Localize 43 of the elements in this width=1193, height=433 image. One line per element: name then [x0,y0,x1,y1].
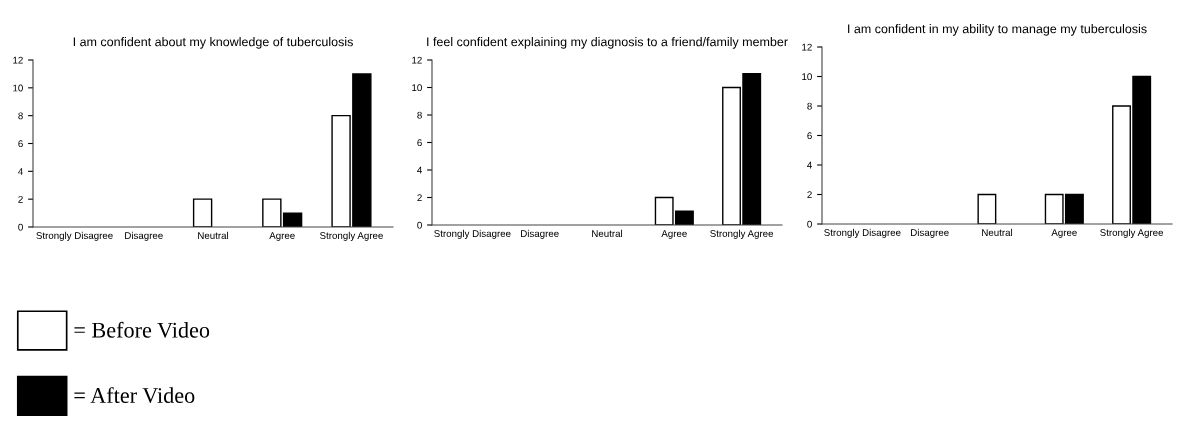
y-tick-label: 10 [13,84,23,92]
legend-label: = After Video [74,387,195,404]
x-tick-label: Strongly Agree [710,229,774,239]
y-tick-label: 0 [417,221,422,229]
bar [192,198,213,227]
y-tick-label: 8 [807,102,812,110]
x-tick-label: Neutral [982,228,1013,236]
y-tick-label: 6 [417,139,422,147]
y-tick-label: 4 [18,168,23,175]
y-tick-label: 8 [18,112,23,120]
y-tick-label: 2 [18,195,23,203]
y-tick-label: 10 [802,73,812,81]
x-tick-label: Agree [1051,229,1077,238]
x-tick-label: Neutral [592,229,623,237]
x-tick-label: Disagree [125,231,163,241]
x-tick-label: Disagree [911,228,949,238]
y-tick-label: 2 [807,191,812,199]
y-tick-label: 0 [18,223,23,231]
y-tick-label: 0 [807,220,812,228]
x-tick-label: Strongly Disagree [434,229,511,239]
y-tick-label: 12 [13,56,23,64]
y-tick-label: 2 [417,194,422,202]
y-tick-label: 12 [412,56,422,64]
bar [977,193,997,224]
x-tick-label: Strongly Disagree [36,231,113,241]
chart-title: I feel confident explaining my diagnosis to a friend/family member [427,37,788,49]
x-tick-label: Strongly Agree [320,231,383,241]
y-tick-label: 6 [807,132,812,140]
x-tick-label: Disagree [521,229,559,239]
y-tick-label: 10 [412,84,422,92]
y-tick-label: 8 [417,111,422,119]
chart-title: I am confident in my ability to manage my tuberculosis [848,24,1147,36]
x-tick-label: Neutral [198,231,229,239]
y-tick-label: 4 [807,161,812,169]
y-tick-label: 4 [417,166,422,174]
x-tick-label: Agree [661,230,687,239]
x-tick-label: Agree [269,232,295,241]
legend-label: = Before Video [74,321,210,338]
chart-title: I am confident about my knowledge of tuberculosis [73,37,353,49]
y-tick-label: 12 [802,43,812,51]
x-tick-label: Strongly Agree [1100,228,1164,238]
x-tick-label: Strongly Disagree [824,228,901,238]
y-tick-label: 6 [18,140,23,148]
